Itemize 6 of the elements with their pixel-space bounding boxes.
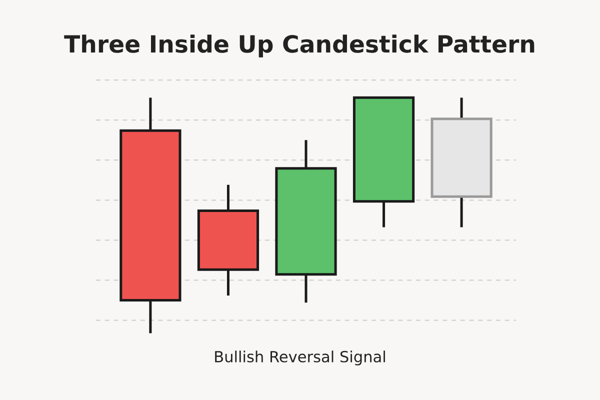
- candlestick: [197, 184, 260, 297]
- text: Bullish Reversal Signal: [215, 350, 385, 366]
- candlestick: [120, 96, 182, 334]
- candlestick: [275, 138, 337, 304]
- candlestick: [430, 96, 492, 228]
- chart-title: Three Inside Up Candestick Pattern: [64, 34, 534, 58]
